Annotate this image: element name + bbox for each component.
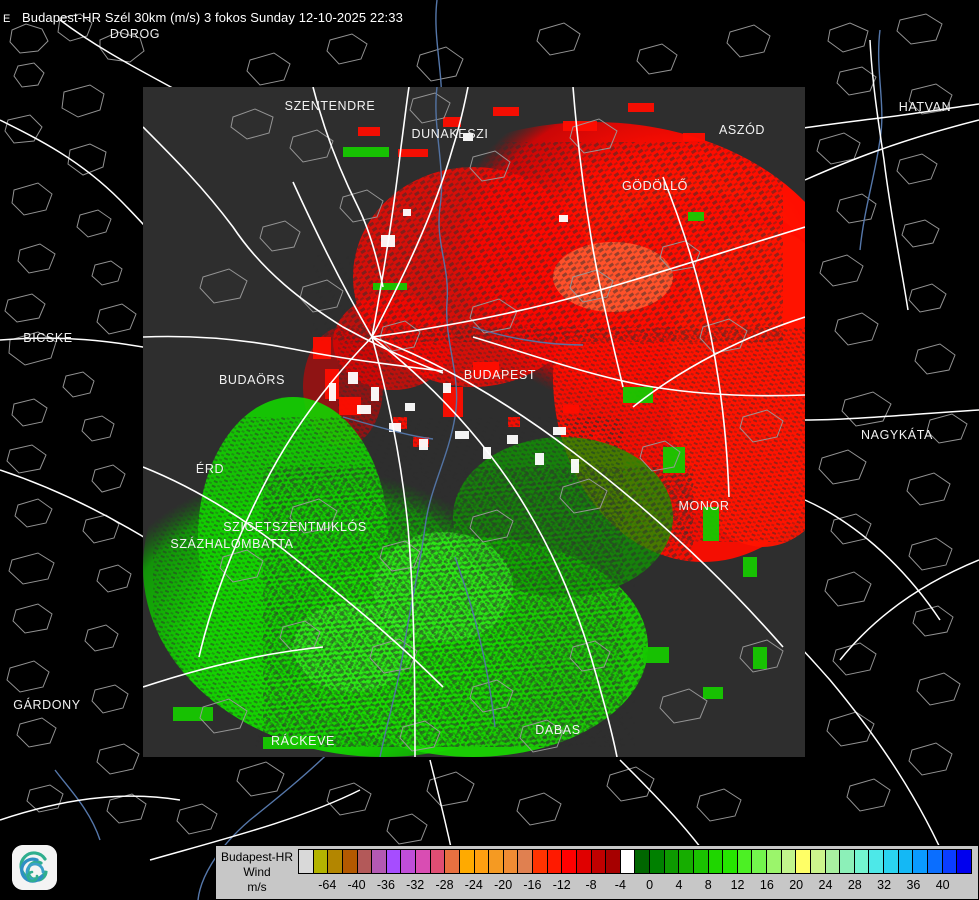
- legend-tick: 36: [906, 878, 921, 892]
- legend-swatch: [591, 850, 607, 873]
- legend-swatch: [313, 850, 329, 873]
- legend-swatch: [518, 850, 533, 873]
- legend-tick: 28: [847, 878, 862, 892]
- legend-tick-labels: -64 -40 -36 -32 -28 -24 -20 -16 -12 -8 -4 0 4 8 12 16 20…: [298, 876, 972, 898]
- legend-swatch: [503, 850, 519, 873]
- legend-tick: -16: [523, 878, 542, 892]
- legend-swatch: [489, 850, 504, 873]
- legend-swatch: [342, 850, 358, 873]
- legend-scale-area: -64 -40 -36 -32 -28 -24 -20 -16 -12 -8 -4 0 4 8 12 16 20…: [298, 846, 978, 899]
- legend-swatch: [927, 850, 943, 873]
- legend-swatch: [679, 850, 694, 873]
- legend-swatch: [723, 850, 738, 873]
- legend-swatch: [533, 850, 548, 873]
- page-title: Budapest-HR Szél 30km (m/s) 3 fokos Sund…: [22, 10, 403, 25]
- legend-tick: -4: [614, 878, 626, 892]
- legend-swatch: [913, 850, 928, 873]
- legend-swatch: [840, 850, 855, 873]
- legend-swatch: [957, 850, 971, 873]
- legend-swatch: [547, 850, 563, 873]
- legend-tick: 4: [675, 878, 683, 892]
- legend-swatch: [752, 850, 767, 873]
- legend-tick: -32: [406, 878, 425, 892]
- legend-caption: Budapest-HR Wind m/s: [216, 846, 298, 899]
- legend-swatch: [430, 850, 446, 873]
- legend-swatch-strip: [298, 849, 972, 874]
- legend-swatch: [576, 850, 592, 873]
- legend-tick: -40: [347, 878, 366, 892]
- legend-swatch: [854, 850, 870, 873]
- legend-swatch: [664, 850, 680, 873]
- legend-swatch: [328, 850, 343, 873]
- legend-swatch: [386, 850, 402, 873]
- legend-swatch: [299, 850, 314, 873]
- legend-tick: 40: [935, 878, 950, 892]
- legend-tick: -8: [585, 878, 597, 892]
- legend-tick: 16: [759, 878, 774, 892]
- legend-swatch: [796, 850, 811, 873]
- legend-swatch: [562, 850, 577, 873]
- legend-swatch: [884, 850, 899, 873]
- legend-tick: 12: [730, 878, 745, 892]
- legend-swatch: [825, 850, 841, 873]
- legend-swatch: [898, 850, 914, 873]
- legend-tick: -20: [494, 878, 513, 892]
- app-badge-icon: E: [2, 11, 16, 25]
- legend-swatch: [869, 850, 884, 873]
- radar-echo-layer: [143, 87, 805, 757]
- legend-tick: 24: [818, 878, 833, 892]
- legend-tick: -28: [435, 878, 454, 892]
- legend-swatch: [459, 850, 475, 873]
- legend-swatch: [474, 850, 490, 873]
- legend-tick: -12: [552, 878, 571, 892]
- legend-swatch: [445, 850, 460, 873]
- legend-caption-unit: m/s: [247, 880, 267, 894]
- legend-swatch: [781, 850, 797, 873]
- legend-tick: -24: [464, 878, 483, 892]
- legend-swatch: [708, 850, 724, 873]
- legend-swatch: [635, 850, 650, 873]
- color-scale-legend: Budapest-HR Wind m/s -64 -40 -36 -32 -28 -24-…: [215, 845, 979, 900]
- svg-text:E: E: [3, 13, 10, 25]
- legend-swatch: [606, 850, 621, 873]
- legend-swatch: [810, 850, 826, 873]
- legend-tick: 20: [789, 878, 804, 892]
- legend-caption-radar: Budapest-HR: [220, 850, 294, 864]
- legend-swatch: [737, 850, 753, 873]
- legend-swatch: [372, 850, 387, 873]
- legend-swatch: [416, 850, 431, 873]
- radar-coverage-area: [143, 87, 805, 757]
- legend-caption-quantity: Wind: [243, 865, 271, 879]
- legend-swatch: [401, 850, 416, 873]
- legend-swatch: [357, 850, 373, 873]
- legend-tick: -64: [318, 878, 337, 892]
- legend-swatch: [650, 850, 665, 873]
- legend-swatch: [767, 850, 782, 873]
- legend-tick: 8: [704, 878, 712, 892]
- legend-swatch: [942, 850, 958, 873]
- legend-tick: -36: [376, 878, 395, 892]
- legend-swatch: [620, 850, 636, 873]
- legend-swatch: [693, 850, 709, 873]
- app-logo-icon[interactable]: [12, 845, 57, 890]
- legend-tick: 0: [646, 878, 654, 892]
- legend-tick: 32: [877, 878, 892, 892]
